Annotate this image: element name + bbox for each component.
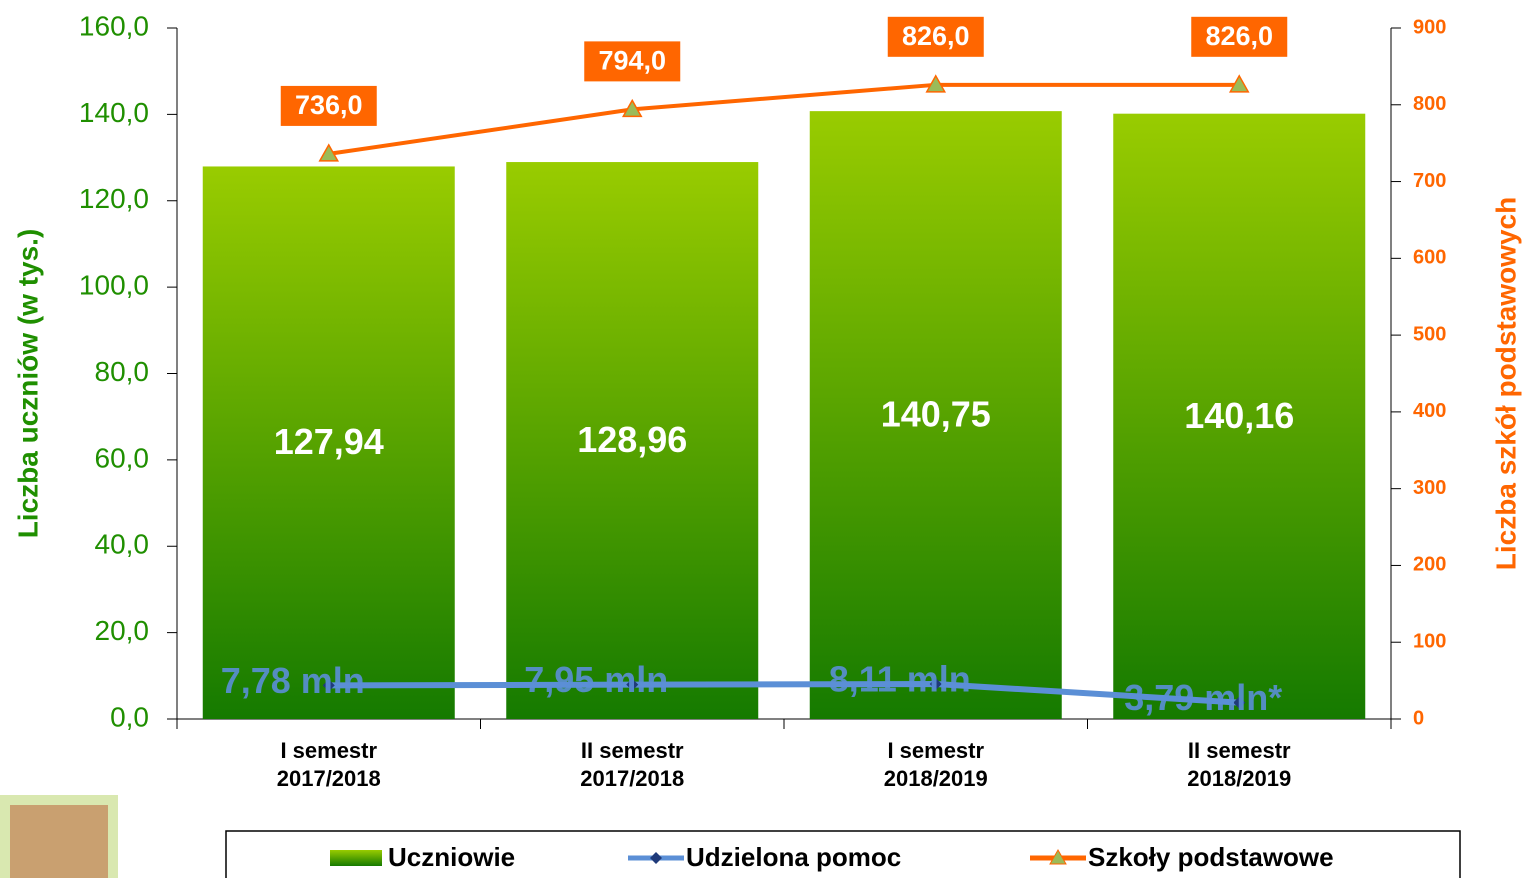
- line-value-label: 7,78 mln: [221, 660, 365, 701]
- legend-label: Udzielona pomoc: [686, 842, 901, 872]
- value-label-box: [887, 16, 984, 57]
- bar-value-label: 128,96: [577, 419, 687, 460]
- bar: [1113, 113, 1366, 719]
- y-tick-label: 20,0: [95, 615, 150, 646]
- x-tick-label: I semestr 2017/2018: [276, 738, 381, 791]
- legend-marker: [650, 852, 662, 864]
- y-tick-label: 80,0: [95, 356, 150, 387]
- x-tick-label: II semestr 2017/2018: [580, 738, 685, 791]
- y2-tick-label: 800: [1413, 93, 1446, 115]
- value-label-box: [280, 85, 377, 126]
- y2-tick-label: 700: [1413, 170, 1446, 192]
- y-tick-label: 100,0: [79, 270, 149, 301]
- line-value-label: 826,0: [1205, 21, 1273, 51]
- y2-tick-label: 200: [1413, 554, 1446, 576]
- value-label-box: [584, 41, 681, 82]
- line-value-label: 7,95 mln: [524, 659, 668, 700]
- x-tick-label: I semestr 2018/2019: [883, 738, 988, 791]
- legend-label: Szkoły podstawowe: [1088, 842, 1334, 872]
- y-tick-label: 0,0: [110, 701, 149, 732]
- x-tick-label: II semestr 2018/2019: [1187, 738, 1292, 791]
- y-axis-title: Liczba uczniów (w tys.): [12, 229, 43, 539]
- line-value-label: 8,11 mln: [829, 658, 971, 699]
- y2-tick-label: 500: [1413, 323, 1446, 345]
- y2-tick-label: 300: [1413, 477, 1446, 499]
- y-tick-label: 160,0: [79, 10, 149, 41]
- legend-label: Uczniowie: [388, 842, 515, 872]
- bar: [506, 162, 759, 719]
- y2-tick-label: 100: [1413, 631, 1446, 653]
- marker: [318, 143, 340, 162]
- y-tick-label: 140,0: [79, 97, 149, 128]
- photo-face: [10, 805, 108, 878]
- marker: [929, 677, 942, 690]
- bar-value-label: 140,16: [1184, 395, 1294, 436]
- y2-tick-label: 400: [1413, 400, 1446, 422]
- marker: [1233, 696, 1246, 709]
- marker: [322, 679, 335, 692]
- bar: [809, 111, 1062, 720]
- marker: [925, 74, 947, 93]
- y2-axis-title: Liczba szkół podstawowych: [1490, 197, 1521, 570]
- line-value-label: 826,0: [902, 21, 970, 51]
- y2-tick-label: 0: [1413, 707, 1424, 729]
- legend-marker: [1049, 848, 1067, 865]
- legend-box: [225, 830, 1461, 878]
- marker: [626, 678, 639, 691]
- y-tick-label: 60,0: [95, 442, 150, 473]
- marker: [1228, 74, 1250, 93]
- y-tick-label: 40,0: [95, 529, 150, 560]
- marker: [621, 98, 643, 118]
- bar-value-label: 127,94: [274, 421, 384, 462]
- y2-tick-label: 900: [1413, 16, 1446, 38]
- line: [328, 82, 1240, 156]
- bar: [202, 166, 455, 720]
- line: [328, 680, 1240, 706]
- value-label-box: [1191, 16, 1288, 57]
- legend-swatch: [330, 850, 382, 866]
- line-value-label: 736,0: [295, 90, 363, 120]
- y-tick-label: 120,0: [79, 183, 149, 214]
- line-value-label: 794,0: [598, 46, 666, 76]
- line-value-label: 3,79 mln*: [1124, 677, 1282, 718]
- y2-tick-label: 600: [1413, 247, 1446, 269]
- bar-value-label: 140,75: [881, 394, 991, 435]
